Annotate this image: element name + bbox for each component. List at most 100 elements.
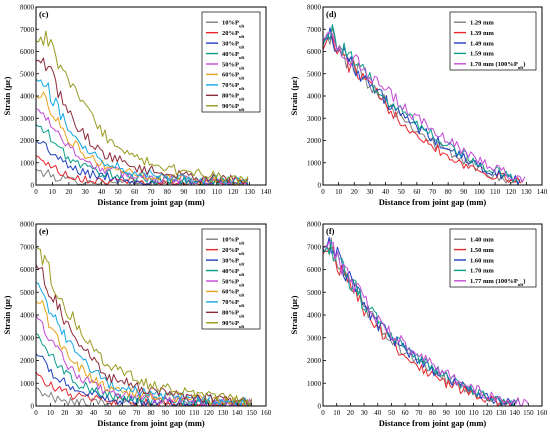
- legend-entry: 1.70 mm (100%Pult): [470, 61, 525, 70]
- x-tick-label: 150: [523, 409, 534, 417]
- legend-entry: 1.77 mm (100%Pult): [470, 278, 525, 287]
- series-line: [36, 57, 249, 185]
- series-line: [36, 123, 249, 185]
- series-line: [36, 371, 253, 406]
- legend-subscript: ult: [239, 75, 245, 80]
- y-tick-label: 4000: [307, 312, 322, 320]
- y-tick-label: 7000: [20, 243, 35, 251]
- legend-subscript: ult: [239, 261, 245, 266]
- legend-entry: 80%Pult: [222, 310, 245, 319]
- y-axis-title: Strain (με): [289, 76, 299, 115]
- x-tick-label: 80: [148, 409, 156, 417]
- legend-subscript: ult: [518, 282, 524, 287]
- x-tick-label: 30: [366, 188, 374, 196]
- x-tick-label: 10: [335, 188, 343, 196]
- x-axis-title: Distance from joint gap (mm): [379, 418, 487, 428]
- y-tick-label: 3000: [307, 334, 322, 342]
- panel-c: 0 10 20 30 40 50 60 70 80 90 100 110 120 130 140 0 1000 2…: [2, 4, 272, 208]
- x-tick-label: 40: [374, 409, 382, 417]
- x-tick-label: 160: [537, 409, 548, 417]
- series-lines: [323, 24, 526, 185]
- series-line: [36, 139, 249, 185]
- x-tick-label: 70: [148, 188, 156, 196]
- x-tick-label: 110: [189, 409, 200, 417]
- x-tick-label: 30: [82, 188, 90, 196]
- legend-entry: 1.39 mm: [470, 30, 494, 37]
- legend-subscript: ult: [239, 313, 245, 318]
- x-tick-label: 100: [455, 409, 466, 417]
- y-tick-label: 5000: [307, 70, 322, 78]
- legend-entry: 30%Pult: [222, 257, 245, 266]
- series-line: [36, 314, 253, 406]
- x-tick-label: 140: [261, 188, 272, 196]
- legend-subscript: ult: [239, 54, 245, 59]
- x-tick-label: 120: [505, 188, 516, 196]
- y-tick-label: 2000: [307, 357, 322, 365]
- y-tick-label: 0: [318, 182, 322, 190]
- x-tick-label: 50: [388, 409, 396, 417]
- x-tick-label: 120: [203, 409, 214, 417]
- x-tick-label: 110: [490, 188, 501, 196]
- x-tick-label: 150: [246, 409, 257, 417]
- legend-entry: 1.50 mm: [470, 247, 494, 254]
- legend-entry: 40%Pult: [222, 51, 245, 60]
- legend-subscript: ult: [239, 23, 245, 28]
- y-tick-label: 3000: [20, 334, 35, 342]
- x-tick-label: 140: [509, 409, 520, 417]
- y-tick-label: 3000: [307, 115, 322, 123]
- legend-subscript: ult: [239, 303, 245, 308]
- x-tick-label: 140: [232, 409, 243, 417]
- legend-subscript: ult: [239, 282, 245, 287]
- legend-entry: 40%Pult: [222, 268, 245, 277]
- y-tick-label: 2000: [307, 137, 322, 145]
- y-tick-label: 4000: [20, 312, 35, 320]
- series-lines: [36, 246, 253, 406]
- x-tick-label: 20: [65, 188, 73, 196]
- legend-subscript: ult: [239, 65, 245, 70]
- x-tick-label: 50: [104, 409, 112, 417]
- legend: 1.40 mm 1.50 mm 1.60 mm 1.70 mm 1.77 mm (100…: [449, 228, 537, 288]
- y-tick-label: 7000: [307, 243, 322, 251]
- series-line: [36, 264, 253, 406]
- x-tick-label: 50: [398, 188, 406, 196]
- legend-subscript: ult: [239, 96, 245, 101]
- x-tick-label: 30: [361, 409, 369, 417]
- series-line: [323, 32, 526, 183]
- x-tick-label: 40: [98, 188, 106, 196]
- y-tick-label: 8000: [307, 4, 322, 12]
- y-tick-label: 0: [318, 403, 322, 411]
- panel-label: (c): [39, 9, 49, 19]
- x-tick-label: 140: [537, 188, 548, 196]
- series-lines: [323, 236, 529, 406]
- x-tick-label: 130: [244, 188, 255, 196]
- y-tick-label: 6000: [307, 266, 322, 274]
- y-tick-label: 8000: [20, 4, 35, 12]
- legend-entry: 50%Pult: [222, 278, 245, 287]
- legend-entry: 90%Pult: [222, 320, 245, 329]
- y-tick-label: 6000: [20, 266, 35, 274]
- legend-entry: 1.29 mm: [470, 20, 494, 27]
- x-tick-label: 80: [429, 409, 437, 417]
- x-tick-label: 90: [460, 188, 468, 196]
- legend-entry: 80%Pult: [222, 93, 245, 102]
- x-tick-label: 70: [429, 188, 437, 196]
- x-tick-label: 60: [131, 188, 139, 196]
- x-tick-label: 70: [133, 409, 141, 417]
- series-line: [323, 246, 515, 406]
- x-tick-label: 30: [76, 409, 84, 417]
- y-axis-title: Strain (με): [2, 76, 12, 115]
- legend-subscript: ult: [239, 292, 245, 297]
- y-tick-label: 5000: [20, 289, 35, 297]
- y-tick-label: 5000: [307, 289, 322, 297]
- x-tick-label: 0: [321, 188, 325, 196]
- legend-entry: 1.59 mm: [470, 51, 494, 58]
- x-tick-label: 80: [164, 188, 172, 196]
- x-tick-label: 0: [34, 409, 38, 417]
- legend-subscript: ult: [239, 44, 245, 49]
- legend-entry: 90%Pult: [222, 103, 245, 112]
- legend-entry: 70%Pult: [222, 299, 245, 308]
- x-tick-label: 90: [180, 188, 188, 196]
- panel-label: (e): [39, 226, 49, 236]
- legend-entry: 70%Pult: [222, 82, 245, 91]
